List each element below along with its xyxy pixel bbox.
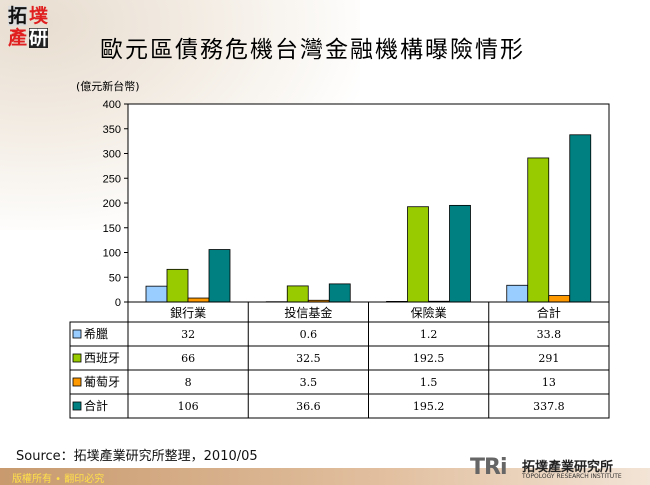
data-label: 8 <box>185 376 192 389</box>
data-label: 3.5 <box>300 376 318 389</box>
bar-葡萄牙-銀行業 <box>187 297 210 303</box>
legend-label: 葡萄牙 <box>84 375 120 389</box>
bar-西班牙-保險業 <box>407 206 429 303</box>
y-tick-label: 350 <box>103 124 121 136</box>
bar-合計-合計 <box>569 134 592 303</box>
data-label: 32.5 <box>296 352 321 365</box>
category-label: 銀行業 <box>170 306 206 320</box>
data-label: 337.8 <box>533 400 565 413</box>
y-tick-label: 150 <box>103 223 121 235</box>
legend-label: 希臘 <box>84 326 108 341</box>
page-title: 歐元區債務危機台灣金融機構曝險情形 <box>100 37 525 63</box>
data-label: 195.2 <box>413 400 445 413</box>
y-tick-label: 50 <box>109 272 121 284</box>
data-label: 192.5 <box>413 352 445 365</box>
bar-西班牙-合計 <box>527 157 550 303</box>
y-tick-label: 400 <box>103 99 121 111</box>
data-label: 36.6 <box>296 400 321 413</box>
legend-key <box>72 329 82 339</box>
y-tick-label: 250 <box>103 173 121 185</box>
bar-西班牙-銀行業 <box>166 268 189 303</box>
footer-bar <box>0 468 650 485</box>
bar-合計-銀行業 <box>208 249 231 303</box>
legend-key <box>72 353 82 363</box>
legend-label: 西班牙 <box>84 351 120 365</box>
data-label: 0.6 <box>300 328 318 341</box>
tri-name-en: TOPOLOGY RESEARCH INSTITUTE <box>522 473 622 480</box>
tri-logo: TRi <box>470 455 507 480</box>
y-tick-label: 200 <box>103 198 121 210</box>
bar-合計-投信基金 <box>328 283 351 303</box>
bar-希臘-銀行業 <box>145 285 168 303</box>
copyright: 版權所有 • 翻印必究 <box>12 474 105 485</box>
data-label: 1.5 <box>420 376 438 389</box>
data-label: 33.8 <box>537 328 562 341</box>
y-axis-unit: (億元新台幣) <box>76 80 140 93</box>
bar-合計-保險業 <box>449 204 471 303</box>
data-label: 291 <box>538 352 559 365</box>
legend-label: 合計 <box>84 398 108 413</box>
bar-葡萄牙-合計 <box>548 295 571 303</box>
legend-key <box>72 377 82 387</box>
y-tick-label: 0 <box>115 297 121 309</box>
data-label: 66 <box>181 352 195 365</box>
source-note: Source：拓墣產業研究所整理，2010/05 <box>16 449 258 464</box>
data-label: 1.2 <box>420 328 438 341</box>
category-label: 投信基金 <box>284 305 332 320</box>
data-label: 32 <box>181 328 195 341</box>
data-label: 13 <box>542 376 556 389</box>
tri-name-cn: 拓墣產業研究所 <box>522 460 614 475</box>
y-tick-label: 300 <box>103 149 121 161</box>
y-tick-label: 100 <box>103 248 121 260</box>
category-label: 保險業 <box>411 305 447 320</box>
legend-key <box>72 401 82 411</box>
bar-西班牙-投信基金 <box>286 285 309 303</box>
bar-希臘-合計 <box>506 284 529 303</box>
data-label: 106 <box>178 400 199 413</box>
logo: 拓墣 產研 <box>8 5 49 49</box>
category-label: 合計 <box>537 305 561 320</box>
